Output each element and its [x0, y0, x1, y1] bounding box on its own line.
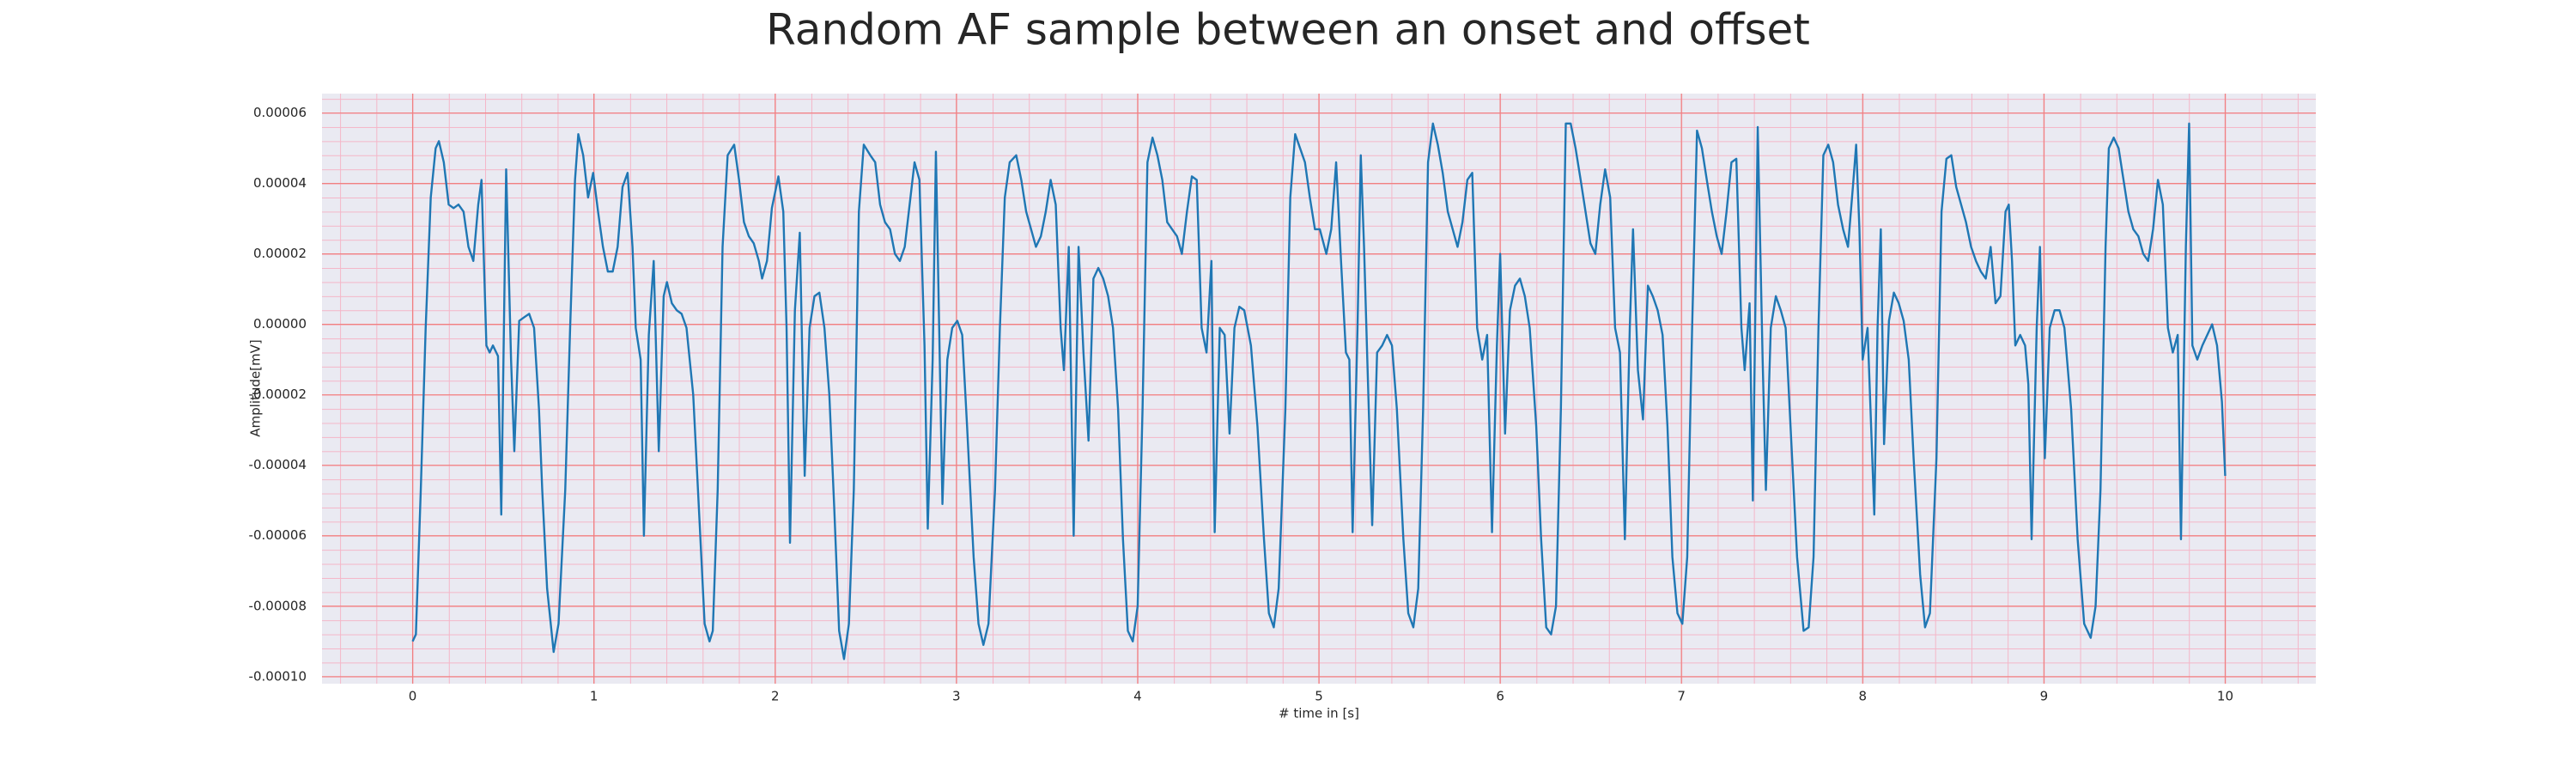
x-tick-label: 2: [771, 689, 780, 704]
x-tick-label: 4: [1133, 689, 1142, 704]
x-tick-label: 5: [1315, 689, 1323, 704]
x-tick-label: 1: [590, 689, 598, 704]
chart-title: Random AF sample between an onset and of…: [766, 5, 1810, 55]
y-tick-label: 0.00006: [253, 105, 307, 120]
y-axis-label: Amplitude[mV]: [248, 339, 264, 436]
x-tick-label: 3: [952, 689, 961, 704]
x-tick-label: 6: [1496, 689, 1504, 704]
signal-line: [411, 122, 2227, 660]
y-tick-label: -0.00004: [249, 457, 307, 472]
y-tick-label: 0.00000: [253, 316, 307, 332]
x-tick-label: 10: [2217, 689, 2233, 704]
x-tick-label: 7: [1677, 689, 1686, 704]
y-tick-label: 0.00002: [253, 246, 307, 261]
y-tick-label: -0.00006: [249, 527, 307, 543]
y-tick-label: -0.00008: [249, 598, 307, 613]
x-axis-label: # time in [s]: [1279, 706, 1359, 721]
y-tick-label: -0.00010: [249, 668, 307, 684]
x-tick-label: 8: [1858, 689, 1867, 704]
y-tick-label: -0.00002: [249, 386, 307, 402]
x-tick-label: 0: [409, 689, 417, 704]
y-tick-label: 0.00004: [253, 175, 307, 191]
x-tick-label: 9: [2040, 689, 2049, 704]
